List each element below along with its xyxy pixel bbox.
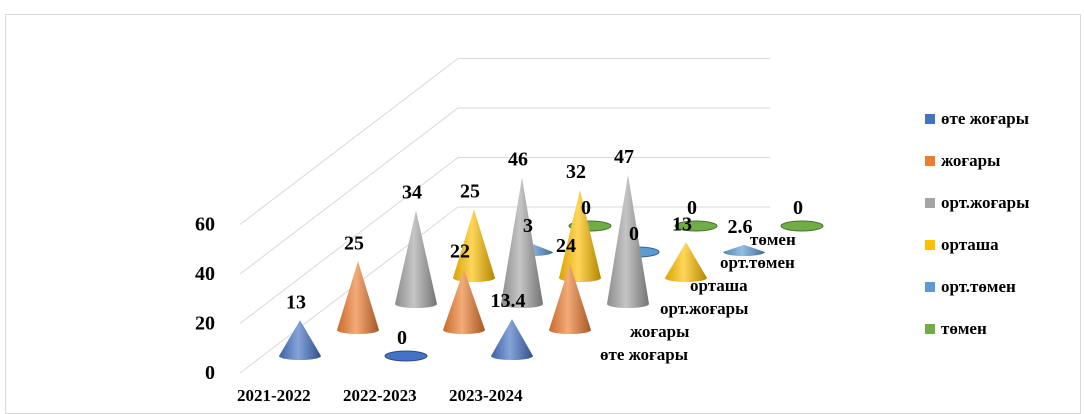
cone-mark [279, 320, 321, 360]
data-label: 3 [523, 215, 533, 237]
legend-item: орташа [925, 224, 1080, 266]
cone-mark [443, 269, 485, 334]
data-label: 0 [581, 197, 591, 219]
cone-mark [337, 261, 379, 334]
data-label: 2.6 [728, 216, 753, 238]
data-label: 13.4 [491, 290, 526, 312]
data-label: 24 [556, 235, 576, 257]
x-tick-label: 2022-2023 [343, 386, 417, 405]
y-tick-label: 60 [195, 214, 215, 236]
y-tick-label: 0 [205, 362, 215, 384]
data-label: 34 [402, 182, 422, 204]
legend-swatch [925, 240, 935, 250]
data-label: 25 [344, 232, 364, 254]
depth-axis-label: төмен [750, 230, 796, 249]
data-label: 0 [793, 197, 803, 219]
legend-item: өте жоғары [925, 98, 1080, 140]
legend-label: орт.жоғары [941, 193, 1030, 212]
cone-mark [395, 210, 437, 308]
data-label: 0 [629, 223, 639, 245]
legend-swatch [925, 282, 935, 292]
legend-item: орт.төмен [925, 266, 1080, 308]
data-label: 25 [460, 180, 480, 202]
data-label: 32 [566, 161, 586, 183]
cone-mark [491, 319, 533, 360]
legend-swatch [925, 198, 935, 208]
depth-axis-labels: өте жоғары жоғары орт.жоғары орташа орт.төме… [600, 230, 796, 364]
cone-mark [549, 264, 591, 334]
depth-axis-label: өте жоғары [600, 345, 688, 364]
gridline-diagonal [239, 206, 459, 374]
chart-grid [239, 58, 770, 374]
legend-label: орташа [941, 235, 999, 254]
legend: өте жоғары жоғары орт.жоғары орташа орт.төме… [925, 98, 1080, 350]
legend-swatch [925, 114, 935, 124]
depth-axis-label: жоғары [630, 322, 689, 341]
x-axis-ticks: 2021-2022 2022-2023 2023-2024 [237, 386, 523, 405]
data-label: 13 [672, 213, 692, 235]
gridline-diagonal [239, 107, 459, 275]
cone-mark [607, 174, 649, 308]
y-tick-label: 40 [195, 263, 215, 285]
x-tick-label: 2021-2022 [237, 386, 311, 405]
legend-item: жоғары [925, 140, 1080, 182]
cone-mark [665, 242, 707, 282]
cone-mark [501, 177, 543, 308]
data-label: 0 [397, 327, 407, 349]
legend-label: жоғары [941, 151, 1001, 170]
y-tick-label: 20 [195, 313, 215, 335]
legend-label: өте жоғары [941, 109, 1029, 128]
cone-base-mark [780, 220, 824, 232]
data-label: 47 [614, 146, 634, 168]
depth-axis-label: орт.төмен [720, 253, 795, 272]
data-label: 46 [508, 149, 528, 171]
data-label: 22 [450, 241, 470, 263]
cone-base-mark [674, 220, 718, 232]
data-label: 13 [286, 291, 306, 313]
y-axis-ticks: 0 20 40 60 [195, 214, 215, 385]
legend-swatch [925, 324, 935, 334]
cone-mark [453, 209, 495, 282]
gridline-diagonal [239, 157, 459, 324]
data-label: 0 [687, 197, 697, 219]
gridline-diagonal [239, 58, 459, 225]
legend-item: орт.жоғары [925, 182, 1080, 224]
cone-marks [279, 174, 824, 362]
cone-mark [559, 190, 601, 282]
depth-axis-label: орт.жоғары [660, 299, 748, 318]
cone-mark [723, 244, 765, 256]
x-tick-label: 2023-2024 [449, 386, 523, 405]
legend-swatch [925, 156, 935, 166]
legend-item: төмен [925, 308, 1080, 350]
legend-label: төмен [941, 319, 987, 338]
legend-label: орт.төмен [941, 277, 1016, 296]
cone-base-mark [384, 350, 428, 362]
depth-axis-label: орташа [690, 276, 748, 295]
